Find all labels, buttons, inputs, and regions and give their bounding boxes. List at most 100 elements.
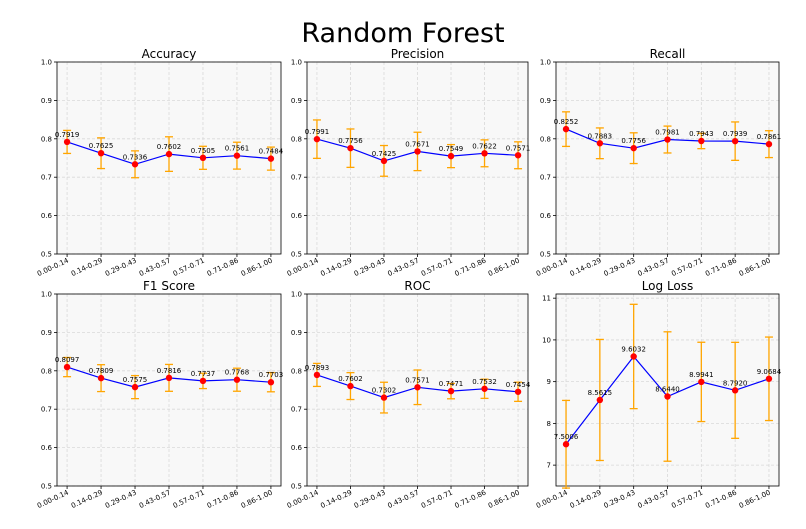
data-label: 0.7893: [305, 364, 330, 372]
x-tick-label: 0.29-0.43: [353, 489, 387, 510]
x-tick-label: 0.43-0.57: [386, 489, 420, 510]
y-tick-label: 0.9: [291, 329, 302, 337]
y-tick-label: 0.6: [291, 212, 303, 220]
data-point: [514, 152, 522, 159]
y-tick-label: 0.5: [540, 251, 551, 259]
data-label: 0.7861: [757, 133, 782, 141]
x-tick-label: 0.00-0.14: [535, 256, 569, 278]
y-tick-label: 1.0: [291, 291, 302, 299]
data-point: [313, 371, 321, 379]
subplot-title: Accuracy: [142, 47, 197, 61]
data-label: 0.7602: [338, 375, 363, 383]
data-point: [596, 396, 604, 404]
data-label: 0.7571: [405, 376, 430, 384]
y-tick-label: 0.6: [540, 212, 552, 220]
data-label: 0.7991: [305, 128, 330, 136]
y-tick-label: 0.8: [291, 135, 302, 143]
subplot-2: 0.5 0.6 0.7 0.8 0.9 1.0 0.00-0.14 0.14-0.29 0.29…: [535, 47, 781, 278]
data-point: [447, 387, 455, 395]
subplot-title: F1 Score: [143, 279, 195, 293]
subplot-0: 0.5 0.6 0.7 0.8 0.9 1.0 0.00-0.14 0.14-0.29 0.29…: [36, 47, 284, 278]
x-tick-label: 0.00-0.14: [36, 488, 70, 510]
data-point: [131, 161, 139, 168]
x-tick-label: 0.43-0.57: [138, 257, 172, 278]
y-tick-label: 0.9: [41, 97, 52, 105]
data-point: [165, 150, 173, 158]
data-label: 0.7549: [439, 145, 464, 153]
data-point: [380, 157, 388, 165]
x-tick-label: 0.71-0.86: [453, 488, 487, 510]
data-point: [481, 150, 488, 157]
plot-frame: [555, 293, 780, 487]
data-label: 0.7571: [506, 144, 531, 152]
data-label: 0.7505: [191, 147, 216, 155]
data-point: [199, 377, 207, 385]
data-label: 0.7939: [723, 130, 748, 138]
data-label: 0.7625: [89, 142, 114, 150]
y-tick-label: 1.0: [540, 59, 551, 67]
x-tick-label: 0.43-0.57: [386, 257, 420, 278]
data-label: 0.7981: [655, 129, 680, 137]
x-tick-label: 0.00-0.14: [36, 256, 70, 278]
y-tick-label: 0.6: [41, 212, 53, 220]
y-tick-label: 0.5: [291, 251, 302, 259]
data-point: [630, 144, 637, 152]
data-point: [481, 385, 488, 392]
x-tick-label: 0.29-0.43: [104, 257, 138, 278]
data-label: 0.7454: [506, 381, 531, 389]
data-label: 0.7671: [405, 140, 430, 148]
y-tick-label: 0.8: [41, 367, 52, 375]
subplot-title: Log Loss: [642, 279, 694, 293]
data-label: 8.6440: [655, 386, 680, 394]
data-label: 0.7737: [191, 370, 216, 378]
y-tick-label: 0.7: [291, 406, 302, 414]
data-point: [630, 353, 637, 360]
subplot-3: 0.5 0.6 0.7 0.8 0.9 1.0 0.00-0.14 0.14-0.29 0.29…: [36, 279, 283, 510]
figure-title: Random Forest: [301, 18, 504, 49]
subplot-title: Recall: [650, 47, 686, 61]
y-tick-label: 0.8: [291, 367, 302, 375]
data-point: [765, 375, 773, 382]
data-label: 0.7883: [588, 132, 613, 140]
x-tick-label: 0.29-0.43: [353, 257, 387, 278]
plot-frame: [555, 61, 780, 255]
y-tick-label: 8: [547, 420, 551, 428]
data-point: [596, 140, 604, 147]
y-tick-label: 0.5: [41, 251, 52, 259]
x-tick-label: 0.57-0.71: [172, 489, 206, 510]
plot-frame: [306, 293, 529, 487]
y-tick-label: 0.9: [41, 329, 52, 337]
x-tick-label: 0.57-0.71: [420, 489, 454, 510]
data-point: [731, 137, 739, 145]
subplot-title: Precision: [391, 47, 445, 61]
x-tick-label: 0.86-1.00: [738, 257, 772, 278]
x-tick-label: 0.71-0.86: [704, 488, 738, 510]
y-tick-label: 0.6: [41, 444, 53, 452]
data-point: [698, 378, 705, 386]
y-tick-label: 9: [547, 378, 551, 386]
data-label: 0.7561: [225, 145, 250, 153]
data-label: 0.7575: [123, 376, 148, 384]
x-tick-label: 0.71-0.86: [453, 256, 487, 278]
y-tick-label: 0.9: [540, 97, 551, 105]
x-tick-label: 0.00-0.14: [535, 488, 569, 510]
plot-frame: [56, 293, 282, 487]
data-label: 0.7532: [472, 378, 497, 386]
data-label: 0.7302: [372, 387, 397, 395]
x-tick-label: 0.14-0.29: [569, 257, 603, 278]
data-label: 0.7703: [259, 371, 284, 379]
x-tick-label: 0.14-0.29: [319, 489, 353, 510]
y-tick-label: 0.5: [41, 483, 52, 491]
data-point: [233, 152, 241, 159]
y-tick-label: 0.7: [41, 174, 52, 182]
x-tick-label: 0.86-1.00: [240, 257, 274, 278]
data-point: [97, 150, 105, 157]
x-tick-label: 0.57-0.71: [420, 257, 454, 278]
data-label: 0.7336: [123, 153, 148, 161]
y-tick-label: 0.8: [41, 135, 52, 143]
y-tick-label: 0.9: [291, 97, 302, 105]
data-label: 8.5615: [588, 389, 613, 397]
data-label: 0.7816: [157, 367, 182, 375]
x-tick-label: 0.00-0.14: [286, 256, 320, 278]
